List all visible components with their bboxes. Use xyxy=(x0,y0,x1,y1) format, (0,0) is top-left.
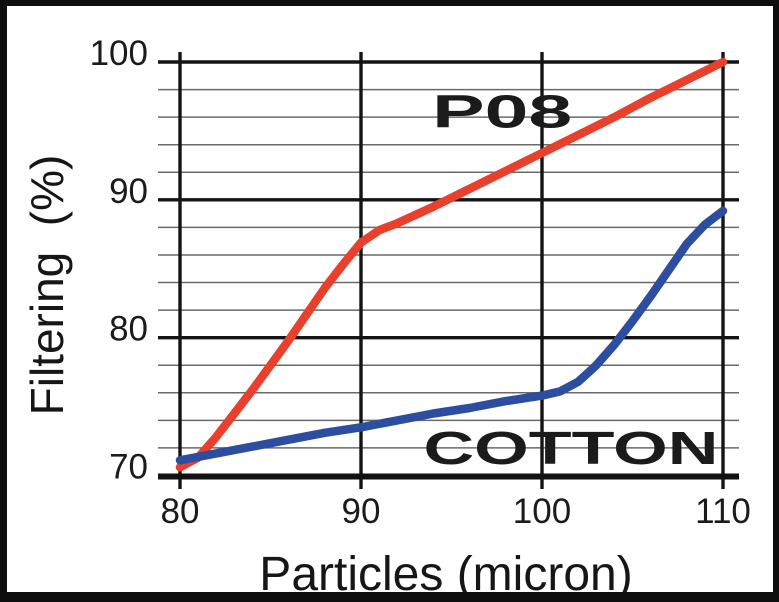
x-tick-label: 80 xyxy=(161,492,200,531)
series-label-p08: P08 xyxy=(432,86,572,138)
x-tick-label: 110 xyxy=(695,492,751,531)
y-axis-title: Filtering (%) xyxy=(21,154,73,416)
series-label-cotton: COTTON xyxy=(423,422,718,474)
y-tick-label: 70 xyxy=(109,448,148,487)
y-tick-label: 100 xyxy=(90,34,148,73)
x-tick-label: 90 xyxy=(342,492,381,531)
y-tick-label: 80 xyxy=(109,310,148,349)
series-line-p08 xyxy=(175,57,728,472)
y-tick-label: 90 xyxy=(109,172,148,211)
x-tick-label: 100 xyxy=(513,492,571,531)
x-axis-title: Particles (micron) xyxy=(259,548,633,601)
series-line-cotton xyxy=(175,206,728,465)
